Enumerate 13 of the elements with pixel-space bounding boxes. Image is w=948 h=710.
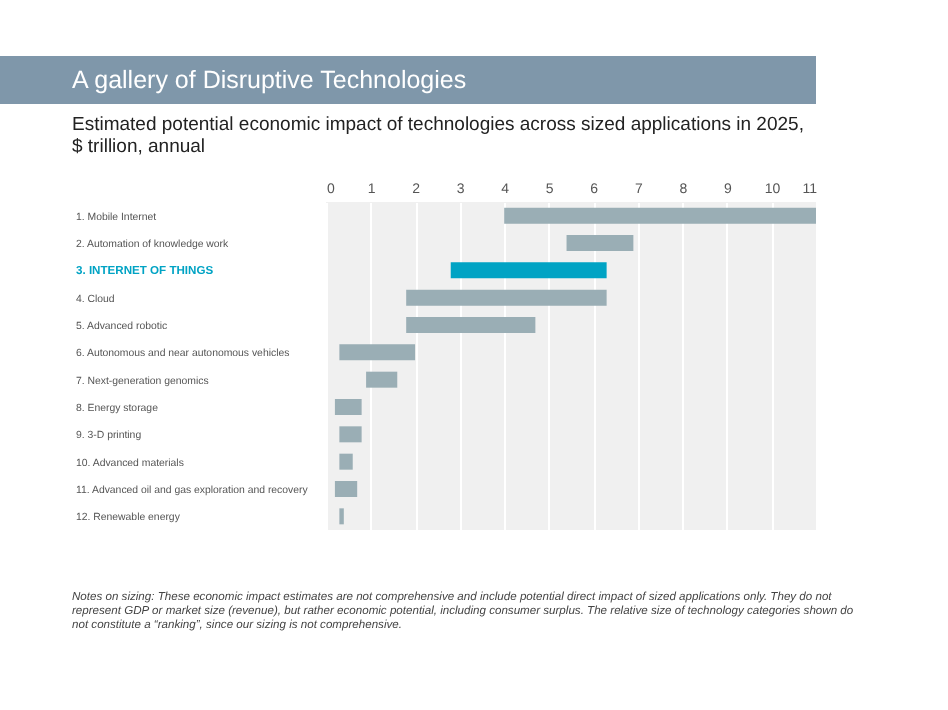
chart-title: A gallery of Disruptive Technologies: [72, 66, 467, 94]
bar: [334, 399, 362, 415]
bar: [566, 235, 634, 251]
chart-subtitle: Estimated potential economic impact of technologies across sized applications in 2025, $ trillion, annual: [72, 114, 804, 158]
bar: [366, 371, 398, 388]
bar: [334, 481, 358, 497]
bar: [504, 207, 816, 224]
bar: [406, 317, 536, 333]
bar: [339, 453, 353, 470]
bar: [450, 262, 607, 279]
bar: [406, 289, 607, 306]
bar: [339, 426, 362, 443]
bar: [339, 344, 416, 361]
